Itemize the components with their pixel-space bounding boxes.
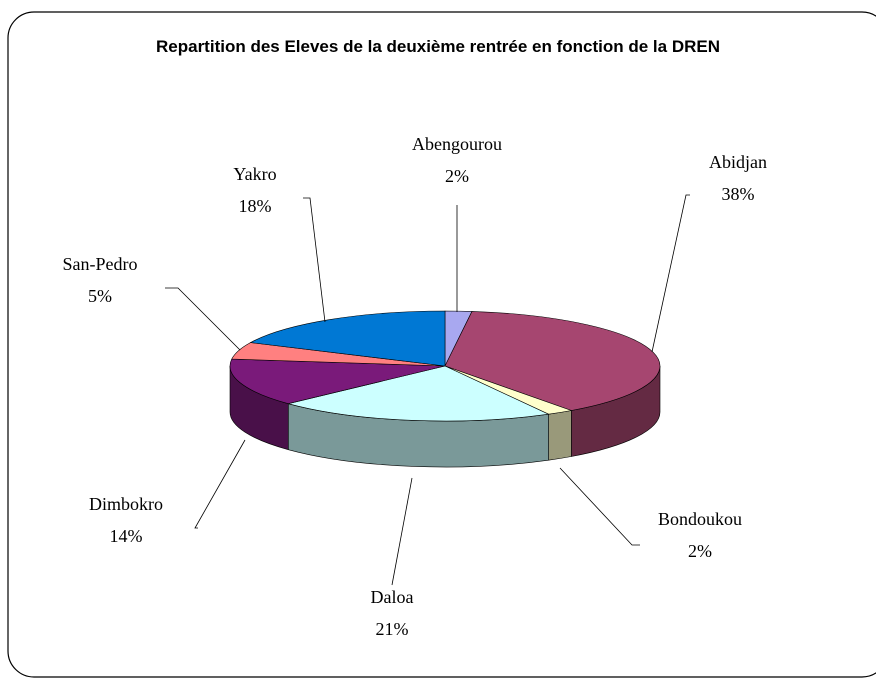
slice-value-label: 21% <box>376 619 409 639</box>
slice-label: Bondoukou <box>658 509 742 529</box>
leader-line <box>559 467 640 546</box>
slice-value-label: 2% <box>445 166 469 186</box>
pie-slice <box>444 311 661 411</box>
leader-line <box>165 287 241 351</box>
slice-value-label: 18% <box>239 196 272 216</box>
slice-label: Abengourou <box>412 134 502 154</box>
slice-value-label: 14% <box>110 526 143 546</box>
slice-label: San-Pedro <box>63 254 138 274</box>
pie-slice <box>288 365 550 422</box>
chart-title: Repartition des Eleves de la deuxième re… <box>156 37 720 56</box>
pie-side <box>548 410 572 461</box>
slice-value-label: 2% <box>688 541 712 561</box>
slice-value-label: 5% <box>88 286 112 306</box>
slice-label: Yakro <box>233 164 276 184</box>
leader-line <box>391 477 413 586</box>
slice-label: Daloa <box>371 587 414 607</box>
slice-value-label: 38% <box>722 184 755 204</box>
pie-slice <box>249 310 446 367</box>
leader-line <box>303 197 326 323</box>
slice-label: Abidjan <box>709 152 767 172</box>
leader-line <box>651 194 690 353</box>
leader-line <box>194 439 246 529</box>
slice-label: Dimbokro <box>89 494 163 514</box>
pie-slice <box>229 358 446 404</box>
